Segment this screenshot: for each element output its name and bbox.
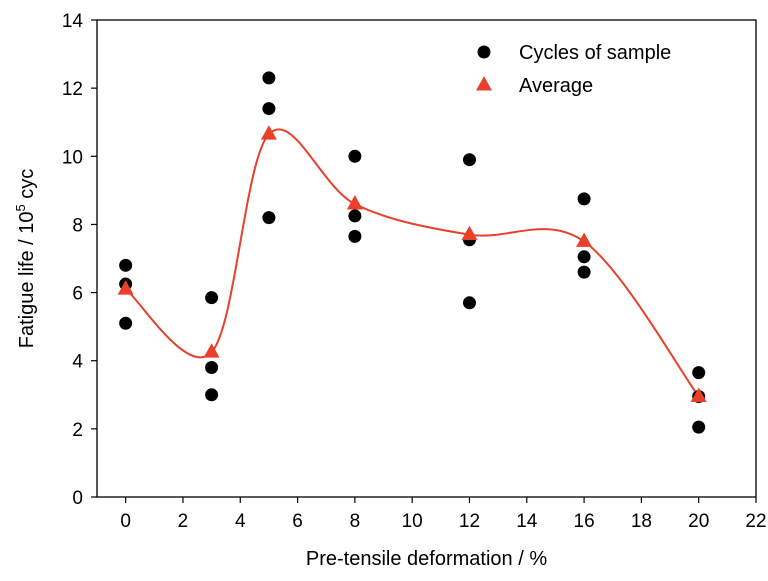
average-point — [461, 225, 478, 241]
y-tick-label: 8 — [72, 215, 83, 236]
y-axis-title-suffix: cyc — [16, 169, 38, 205]
y-tick-label: 10 — [62, 147, 83, 168]
x-tick-label: 20 — [688, 511, 709, 532]
average-point — [346, 195, 363, 210]
average-point — [260, 125, 277, 140]
x-tick-label: 10 — [402, 511, 423, 532]
sample-point — [692, 420, 706, 434]
sample-point — [348, 229, 362, 243]
sample-point — [205, 388, 219, 402]
sample-point — [348, 149, 362, 163]
y-tick-label: 12 — [62, 79, 83, 100]
x-tick-label: 4 — [235, 511, 246, 532]
data-points-layer — [117, 71, 707, 434]
sample-point — [577, 265, 591, 279]
legend-label-samples: Cycles of sample — [519, 42, 671, 64]
sample-point — [205, 291, 219, 305]
y-axis-title-prefix: Fatigue life / 10 — [16, 212, 38, 349]
y-tick-label: 4 — [72, 352, 83, 373]
x-tick-label: 0 — [120, 511, 131, 532]
x-tick-label: 22 — [745, 511, 766, 532]
y-tick-label: 0 — [72, 488, 83, 509]
y-axis-title-superscript: 5 — [13, 204, 28, 211]
sample-point — [262, 102, 276, 116]
sample-point — [462, 153, 476, 167]
y-tick-label: 6 — [72, 284, 83, 305]
x-tick-label: 16 — [574, 511, 595, 532]
y-axis-ticks: 0 2 4 6 8 10 12 14 — [62, 11, 97, 509]
sample-point — [119, 316, 133, 330]
sample-point — [692, 366, 706, 380]
legend: Cycles of sample Average — [476, 42, 671, 97]
y-tick-label: 14 — [62, 11, 84, 32]
sample-point — [262, 211, 276, 225]
sample-point — [205, 361, 219, 375]
legend-label-average: Average — [519, 75, 593, 97]
sample-point — [348, 209, 362, 223]
sample-point — [577, 192, 591, 206]
legend-marker-average — [476, 76, 492, 91]
x-axis-title: Pre-tensile deformation / % — [306, 548, 547, 570]
plot-border — [96, 19, 757, 498]
y-tick-label: 2 — [72, 420, 83, 441]
plot-frame — [96, 19, 757, 498]
x-tick-label: 6 — [292, 511, 303, 532]
legend-marker-samples — [477, 45, 491, 59]
x-axis-ticks: 0 2 4 6 8 10 12 14 16 18 20 22 — [120, 497, 767, 532]
average-point — [690, 387, 707, 402]
sample-point — [119, 258, 133, 272]
x-tick-label: 12 — [459, 511, 480, 532]
x-tick-label: 8 — [350, 511, 361, 532]
average-point — [117, 280, 134, 295]
x-tick-label: 14 — [516, 511, 538, 532]
average-point — [576, 232, 593, 247]
x-tick-label: 2 — [178, 511, 189, 532]
average-point — [203, 343, 220, 358]
y-axis-title: Fatigue life / 105 cyc — [13, 169, 38, 349]
sample-point — [577, 250, 591, 264]
sample-point — [462, 296, 476, 310]
sample-point — [262, 71, 276, 85]
x-tick-label: 18 — [631, 511, 652, 532]
